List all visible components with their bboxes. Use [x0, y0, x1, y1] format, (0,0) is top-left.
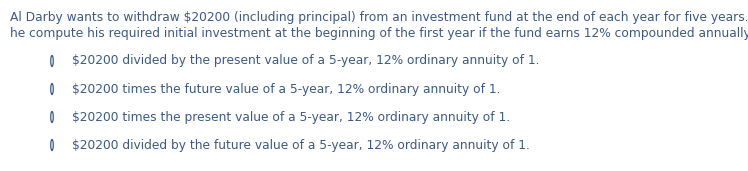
Text: $20200 divided by the future value of a 5-year, 12% ordinary annuity of 1.: $20200 divided by the future value of a … — [72, 139, 530, 152]
Text: $20200 times the future value of a 5-year, 12% ordinary annuity of 1.: $20200 times the future value of a 5-yea… — [72, 82, 500, 95]
Text: Al Darby wants to withdraw $20200 (including principal) from an investment fund : Al Darby wants to withdraw $20200 (inclu… — [10, 11, 748, 24]
Text: $20200 divided by the present value of a 5-year, 12% ordinary annuity of 1.: $20200 divided by the present value of a… — [72, 55, 539, 68]
Text: he compute his required initial investment at the beginning of the first year if: he compute his required initial investme… — [10, 27, 748, 40]
Text: $20200 times the present value of a 5-year, 12% ordinary annuity of 1.: $20200 times the present value of a 5-ye… — [72, 110, 510, 123]
